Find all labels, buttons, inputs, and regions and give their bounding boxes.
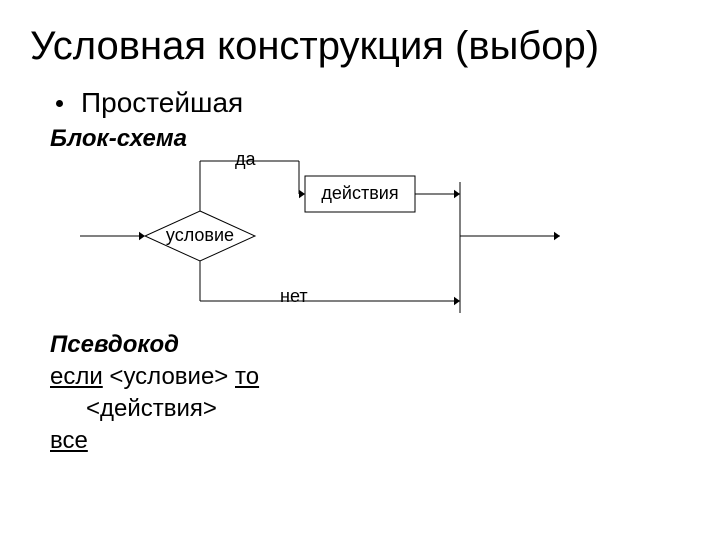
pseudo-line-3: все (50, 427, 680, 455)
page-title: Условная конструкция (выбор) (0, 0, 720, 77)
no-label: нет (280, 286, 308, 307)
keyword-if: если (50, 363, 103, 390)
block-scheme-heading: Блок-схема (50, 125, 680, 153)
content-area: Простейшая Блок-схема условие действия да… (0, 77, 720, 455)
svg-text:действия: действия (321, 183, 398, 203)
pseudo-line-1: если <условие> то (50, 363, 680, 391)
bullet-dot-icon (56, 100, 63, 107)
bullet-text: Простейшая (81, 87, 243, 119)
flowchart-diagram: условие действия да нет (60, 151, 620, 321)
pseudocode-heading: Псевдокод (50, 331, 680, 359)
bullet-item: Простейшая (50, 87, 680, 119)
keyword-then: то (235, 363, 259, 390)
flowchart-svg: условие действия (60, 151, 620, 321)
yes-label: да (235, 149, 256, 170)
pseudo-cond: <условие> (103, 363, 235, 390)
keyword-end: все (50, 427, 88, 454)
svg-text:условие: условие (166, 225, 234, 245)
pseudo-line-2: <действия> (86, 395, 680, 423)
